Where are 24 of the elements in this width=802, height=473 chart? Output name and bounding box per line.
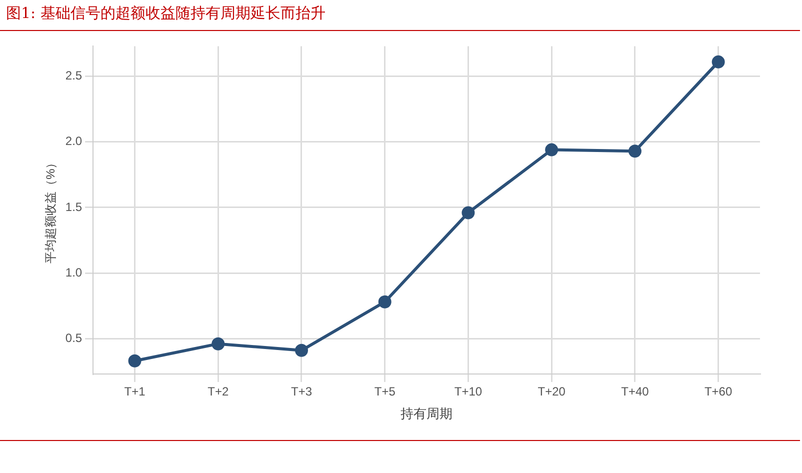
x-tick-label: T+3: [290, 384, 312, 399]
point: [128, 354, 142, 368]
x-tick-label: T+1: [124, 384, 146, 399]
point: [462, 206, 475, 220]
y-tick-label: 0.5: [65, 330, 82, 345]
point: [545, 143, 558, 156]
point: [212, 337, 225, 350]
point: [712, 55, 725, 68]
x-tick-label: T+2: [208, 384, 229, 399]
point: [628, 144, 642, 158]
chart-title: 图1: 基础信号的超额收益随持有周期延长而抬升: [6, 4, 326, 23]
y-tick-label: 1.5: [65, 200, 82, 214]
y-tick-label: 2.0: [65, 134, 82, 148]
x-tick-label: T+10: [454, 384, 482, 399]
y-axis-title: 平均超额收益（%）: [44, 156, 58, 264]
y-tick-label: 1.0: [65, 265, 82, 280]
x-tick-label: T+20: [538, 384, 566, 399]
y-tick-label: 2.5: [65, 68, 82, 83]
x-tick-label: T+40: [621, 384, 650, 399]
point: [378, 295, 392, 308]
x-tick-label: T+60: [704, 384, 732, 399]
point: [294, 344, 308, 357]
x-tick-label: T+5: [374, 384, 396, 399]
x-axis-title: 持有周期: [400, 406, 453, 421]
